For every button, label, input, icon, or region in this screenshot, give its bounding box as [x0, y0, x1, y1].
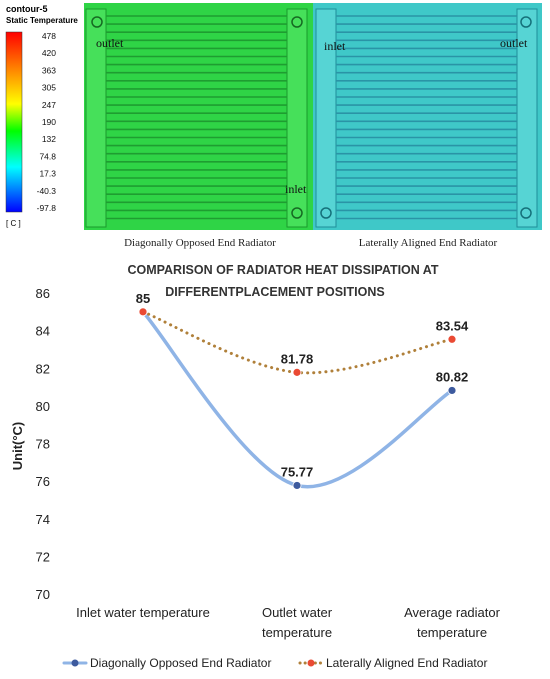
radiator-lateral-fins — [336, 15, 517, 220]
colorbar-tick-label: 478 — [42, 31, 56, 41]
chart-title: COMPARISON OF RADIATOR HEAT DISSIPATION … — [127, 263, 438, 277]
y-tick-label: 76 — [36, 474, 50, 489]
x-tick-label: Inlet water temperature — [76, 605, 210, 620]
data-point — [447, 386, 457, 395]
diagonal-panel-caption: Diagonally Opposed End Radiator — [124, 237, 276, 249]
y-tick-label: 80 — [36, 399, 50, 414]
colorbar: contour-5 Static Temperature 478 420 363 30… — [5, 4, 78, 228]
colorbar-tick-label: 74.8 — [39, 151, 56, 161]
colorbar-subtitle: Static Temperature — [6, 16, 78, 25]
x-tick-label: temperature — [262, 625, 332, 640]
radiator-diagonal-right-tank — [286, 8, 308, 228]
x-tick-label: Outlet water — [262, 605, 333, 620]
data-point — [292, 481, 302, 490]
data-point — [292, 367, 302, 377]
colorbar-tick-label: 132 — [42, 134, 56, 144]
colorbar-tick-label: 305 — [42, 83, 56, 93]
radiator-diagonal-fins — [106, 15, 287, 220]
radiator-panel-diagonal: outlet inlet Diagonally Opposed End Radi… — [84, 3, 313, 249]
colorbar-tick-label: 247 — [42, 100, 56, 110]
x-tick-label: temperature — [417, 625, 487, 640]
data-label: 83.54 — [436, 318, 469, 333]
mount-hole-icon — [520, 207, 532, 219]
chart-title-line-2: DIFFERENTPLACEMENT POSITIONS — [165, 285, 384, 299]
mount-hole-icon — [320, 207, 332, 219]
diagonal-outlet-label: outlet — [96, 36, 124, 50]
legend-label: Diagonally Opposed End Radiator — [90, 656, 271, 670]
colorbar-scale — [5, 31, 23, 213]
data-label: 81.78 — [281, 351, 314, 366]
y-tick-label: 78 — [36, 437, 50, 452]
y-tick-label: 72 — [36, 549, 50, 564]
chart-series: 85 75.77 80.82 81.78 83.54 — [136, 291, 469, 490]
legend-key-marker — [307, 659, 315, 667]
x-axis-ticks: Inlet water temperature Outlet water tempe… — [76, 605, 500, 640]
data-point — [447, 334, 457, 344]
x-tick-label: Average radiator — [404, 605, 501, 620]
colorbar-tick-label: 420 — [42, 48, 56, 58]
colorbar-tick-label: -97.8 — [37, 203, 57, 213]
radiator-panel-lateral: inlet outlet Laterally Aligned End Radia… — [313, 3, 542, 249]
y-tick-label: 86 — [36, 286, 50, 301]
mount-hole-icon — [520, 16, 532, 28]
line-chart: COMPARISON OF RADIATOR HEAT DISSIPATION … — [10, 263, 501, 670]
radiator-diagonal-left-tank — [85, 8, 107, 228]
colorbar-tick-label: 190 — [42, 117, 56, 127]
mount-hole-icon — [291, 207, 303, 219]
data-label: 75.77 — [281, 464, 314, 479]
y-axis-ticks: 86 84 82 80 78 76 74 72 70 — [36, 286, 50, 602]
mount-hole-icon — [291, 16, 303, 28]
lateral-inlet-label: inlet — [324, 39, 346, 53]
series-line — [141, 310, 454, 489]
data-label: 80.82 — [436, 369, 469, 384]
radiator-lateral-left-tank — [315, 8, 337, 228]
colorbar-unit: [ C ] — [6, 219, 21, 228]
legend-key-marker — [71, 659, 79, 667]
y-tick-label: 84 — [36, 324, 50, 339]
y-tick-label: 74 — [36, 512, 50, 527]
legend-label: Laterally Aligned End Radiator — [326, 656, 487, 670]
data-point — [138, 307, 148, 317]
diagonal-inlet-label: inlet — [285, 182, 307, 196]
data-label: 85 — [136, 291, 150, 306]
lateral-panel-caption: Laterally Aligned End Radiator — [359, 237, 498, 249]
colorbar-tick-label: 363 — [42, 65, 56, 75]
y-tick-label: 82 — [36, 361, 50, 376]
y-axis-label: Unit(°C) — [10, 422, 25, 471]
colorbar-title: contour-5 — [6, 4, 48, 14]
y-tick-label: 70 — [36, 587, 50, 602]
colorbar-tick-label: -40.3 — [37, 186, 57, 196]
mount-hole-icon — [91, 16, 103, 28]
chart-legend: Diagonally Opposed End Radiator Laterally… — [62, 656, 487, 670]
colorbar-tick-label: 17.3 — [39, 169, 56, 179]
radiator-temperature-figure: contour-5 Static Temperature 478 420 363 30… — [5, 3, 542, 249]
radiator-lateral-right-tank — [516, 8, 538, 228]
lateral-outlet-label: outlet — [500, 36, 528, 50]
